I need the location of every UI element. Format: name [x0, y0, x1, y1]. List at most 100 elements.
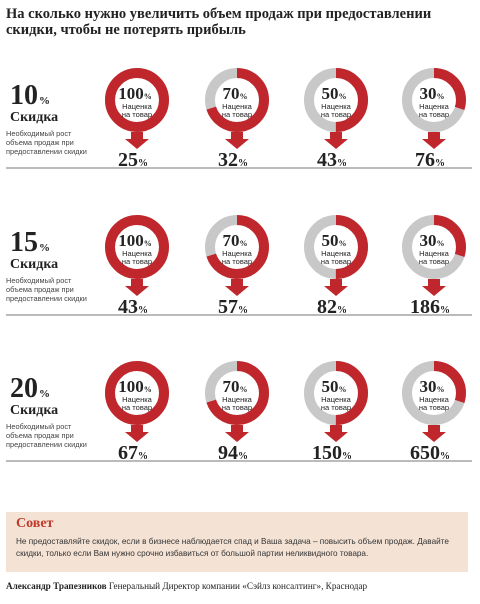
markup-label-line1: Наценка — [122, 249, 153, 258]
advice-title: Совет — [16, 516, 54, 531]
markup-label-line1: Наценка — [321, 395, 352, 404]
markup-percent-sign: % — [339, 385, 347, 394]
required-growth-value: 32% — [218, 149, 248, 171]
markup-label-line2: на товар — [122, 257, 152, 266]
required-growth-value: 650% — [410, 442, 450, 464]
required-growth-label-line: объема продаж при — [6, 138, 74, 147]
markup-value: 30% — [420, 231, 445, 250]
required-growth-value: 76% — [415, 149, 445, 171]
required-growth-value: 57% — [218, 296, 248, 318]
down-arrow — [225, 132, 249, 149]
markup-value: 100% — [118, 84, 152, 103]
required-growth-label-line: предоставлении скидки — [6, 294, 87, 303]
markup-percent-sign: % — [339, 239, 347, 248]
down-arrow — [422, 132, 446, 149]
discount-row: 15%Скидка Необходимый рост объема продаж п… — [6, 215, 472, 318]
markup-percent-sign: % — [437, 239, 445, 248]
discount-value: 20% — [10, 373, 50, 404]
down-arrow — [225, 425, 249, 442]
down-arrow — [225, 279, 249, 296]
markup-value: 30% — [420, 377, 445, 396]
markup-percent-sign: % — [240, 92, 248, 101]
required-growth-percent-sign: % — [238, 451, 248, 462]
markup-label-line2: на товар — [419, 110, 449, 119]
down-arrow — [324, 132, 348, 149]
markup-label-line1: Наценка — [222, 102, 253, 111]
markup-value: 70% — [223, 377, 248, 396]
discount-percent-sign: % — [39, 242, 50, 254]
author-name: Александр Трапезников — [6, 581, 107, 591]
markup-percent-sign: % — [240, 385, 248, 394]
markup-ring-arc — [402, 68, 466, 132]
markup-value: 50% — [322, 84, 347, 103]
markup-ring-arc — [105, 68, 169, 132]
markup-value: 70% — [223, 84, 248, 103]
required-growth-value: 150% — [312, 442, 352, 464]
markup-label-line1: Наценка — [419, 102, 450, 111]
markup-value: 70% — [223, 231, 248, 250]
markup-ring-arc — [304, 361, 368, 425]
markup-value: 30% — [420, 84, 445, 103]
markup-label-line2: на товар — [122, 403, 152, 412]
markup-ring-arc — [105, 361, 169, 425]
markup-label-line2: на товар — [321, 403, 351, 412]
discount-row: 10%Скидка Необходимый рост объема продаж п… — [6, 68, 472, 171]
required-growth-label-line: Необходимый рост — [6, 276, 72, 285]
markup-label-line1: Наценка — [122, 102, 153, 111]
markup-percent-sign: % — [437, 385, 445, 394]
required-growth-percent-sign: % — [342, 451, 352, 462]
required-growth-value: 94% — [218, 442, 248, 464]
markup-label-line1: Наценка — [419, 395, 450, 404]
down-arrow — [125, 132, 149, 149]
required-growth-percent-sign: % — [238, 158, 248, 169]
markup-value: 100% — [118, 377, 152, 396]
discount-percent-sign: % — [39, 95, 50, 107]
markup-value: 100% — [118, 231, 152, 250]
required-growth-value: 67% — [118, 442, 148, 464]
markup-label-line2: на товар — [321, 257, 351, 266]
down-arrow — [324, 425, 348, 442]
required-growth-percent-sign: % — [138, 305, 148, 316]
required-growth-value: 186% — [410, 296, 450, 318]
required-growth-percent-sign: % — [440, 305, 450, 316]
required-growth-value: 25% — [118, 149, 148, 171]
required-growth-percent-sign: % — [138, 158, 148, 169]
required-growth-percent-sign: % — [337, 305, 347, 316]
markup-percent-sign: % — [437, 92, 445, 101]
required-growth-percent-sign: % — [238, 305, 248, 316]
markup-ring-arc — [205, 215, 269, 279]
required-growth-label: Необходимый рост объема продаж при предост… — [6, 129, 87, 156]
required-growth-label-line: предоставлении скидки — [6, 440, 87, 449]
markup-ring-arc — [205, 68, 269, 132]
required-growth-label-line: Необходимый рост — [6, 422, 72, 431]
discount-word: Скидка — [10, 110, 58, 125]
required-growth-label: Необходимый рост объема продаж при предост… — [6, 276, 87, 303]
markup-label-line2: на товар — [419, 257, 449, 266]
markup-label-line2: на товар — [222, 110, 252, 119]
markup-percent-sign: % — [144, 92, 152, 101]
markup-label-line1: Наценка — [321, 249, 352, 258]
required-growth-value: 43% — [118, 296, 148, 318]
markup-ring-arc — [105, 215, 169, 279]
markup-label-line2: на товар — [222, 257, 252, 266]
required-growth-label-line: объема продаж при — [6, 431, 74, 440]
markup-label-line1: Наценка — [419, 249, 450, 258]
markup-label-line2: на товар — [222, 403, 252, 412]
markup-percent-sign: % — [144, 239, 152, 248]
required-growth-percent-sign: % — [440, 451, 450, 462]
author-position: Генеральный Директор компании «Сэйлз кон… — [108, 581, 368, 591]
markup-label-line1: Наценка — [122, 395, 153, 404]
markup-label-line1: Наценка — [321, 102, 352, 111]
page-title: На сколько нужно увеличить объем продаж … — [6, 6, 432, 38]
